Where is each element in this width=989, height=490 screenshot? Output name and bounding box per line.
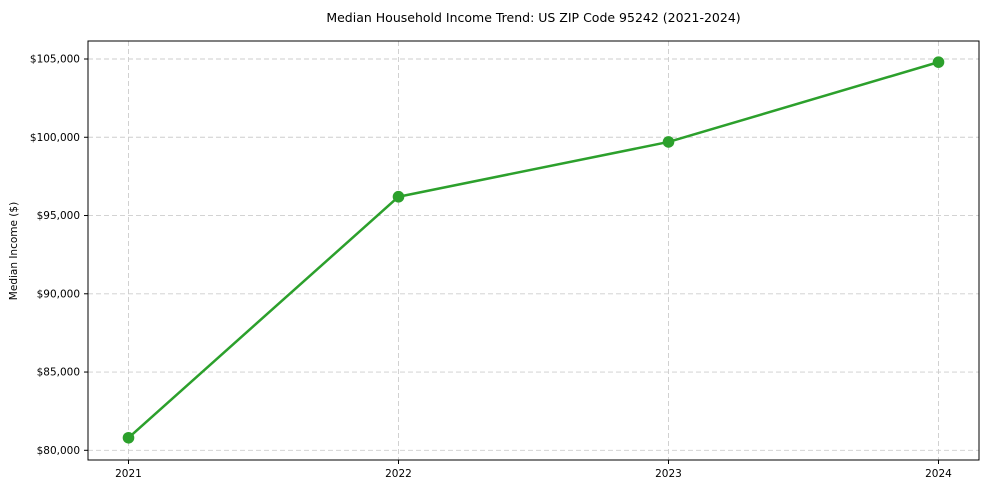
trend-line (127, 60, 940, 440)
data-point-marker (122, 431, 135, 444)
y-tick-label: $100,000 (30, 132, 80, 144)
y-tick-label: $95,000 (37, 210, 80, 222)
x-tick-label: 2024 (925, 468, 952, 480)
x-tick-label: 2021 (115, 468, 142, 480)
y-tick-label: $80,000 (37, 445, 80, 457)
x-tick-label: 2022 (385, 468, 412, 480)
y-tick-label: $105,000 (30, 53, 80, 65)
chart-title: Median Household Income Trend: US ZIP Co… (326, 10, 741, 25)
plot-border (87, 40, 980, 461)
data-point-marker (392, 190, 405, 203)
x-tick-label: 2023 (655, 468, 682, 480)
data-point-marker (662, 136, 675, 148)
data-point-marker (932, 56, 945, 68)
y-tick-label: $90,000 (37, 288, 80, 300)
y-tick-label: $85,000 (37, 367, 80, 379)
